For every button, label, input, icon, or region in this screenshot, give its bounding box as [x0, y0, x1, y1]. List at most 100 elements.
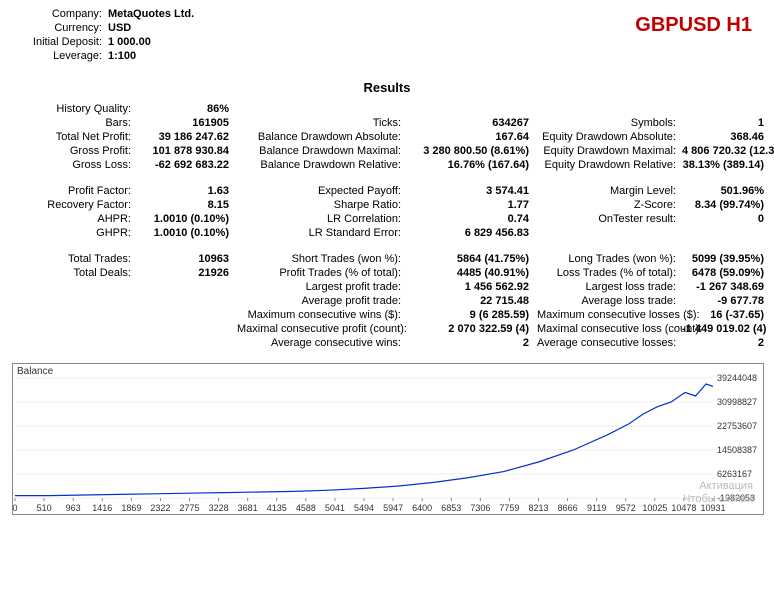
svg-text:3681: 3681 — [238, 503, 258, 513]
currency-label: Currency: — [12, 22, 102, 34]
bdm-v: 3 280 800.50 (8.61%) — [407, 145, 537, 157]
watermark: Активация Чтобы активи — [683, 480, 753, 506]
td-v: 21926 — [137, 267, 237, 279]
gl-l: Gross Loss: — [12, 159, 137, 171]
st-l: Short Trades (won %): — [237, 253, 407, 265]
leverage-label: Leverage: — [12, 50, 102, 62]
svg-text:7759: 7759 — [499, 503, 519, 513]
rf-v: 8.15 — [137, 199, 237, 211]
header-block: Company: MetaQuotes Ltd. Currency: USD I… — [12, 8, 194, 62]
losst-l: Loss Trades (% of total): — [537, 267, 682, 279]
symbols-l: Symbols: — [537, 117, 682, 129]
svg-text:5494: 5494 — [354, 503, 374, 513]
sr-l: Sharpe Ratio: — [237, 199, 407, 211]
lrse-v: 6 829 456.83 — [407, 227, 537, 239]
ot-l: OnTester result: — [537, 213, 682, 225]
currency-value: USD — [108, 22, 194, 34]
svg-text:8666: 8666 — [558, 503, 578, 513]
tt-v: 10963 — [137, 253, 237, 265]
svg-text:5947: 5947 — [383, 503, 403, 513]
svg-text:2775: 2775 — [179, 503, 199, 513]
svg-text:5041: 5041 — [325, 503, 345, 513]
st-v: 5864 (41.75%) — [407, 253, 537, 265]
apt-l: Average profit trade: — [237, 295, 407, 307]
eda-l: Equity Drawdown Absolute: — [537, 131, 682, 143]
rf-l: Recovery Factor: — [12, 199, 137, 211]
leverage-value: 1:100 — [108, 50, 194, 62]
eda-v: 368.46 — [682, 131, 772, 143]
alt-l: Average loss trade: — [537, 295, 682, 307]
bda-l: Balance Drawdown Absolute: — [237, 131, 407, 143]
mcp-l: Maximal consecutive profit (count): — [237, 323, 407, 335]
symbol-title: GBPUSD H1 — [635, 8, 762, 37]
svg-text:10025: 10025 — [642, 503, 667, 513]
svg-text:2322: 2322 — [150, 503, 170, 513]
chart-svg: 392440483099882722753607145083876263167-… — [13, 364, 763, 514]
svg-text:4135: 4135 — [267, 503, 287, 513]
hq-v: 86% — [137, 103, 237, 115]
mcls-v: -1 449 019.02 (4) — [682, 323, 772, 335]
llt-l: Largest loss trade: — [537, 281, 682, 293]
lrse-l: LR Standard Error: — [237, 227, 407, 239]
llt-v: -1 267 348.69 — [682, 281, 772, 293]
alt-v: -9 677.78 — [682, 295, 772, 307]
company-label: Company: — [12, 8, 102, 20]
svg-text:9572: 9572 — [616, 503, 636, 513]
deposit-label: Initial Deposit: — [12, 36, 102, 48]
svg-text:510: 510 — [37, 503, 52, 513]
svg-text:1416: 1416 — [92, 503, 112, 513]
losst-v: 6478 (59.09%) — [682, 267, 772, 279]
edr-l: Equity Drawdown Relative: — [537, 159, 682, 171]
sr-v: 1.77 — [407, 199, 537, 211]
mcw-l: Maximum consecutive wins ($): — [237, 309, 407, 321]
mcw-v: 9 (6 285.59) — [407, 309, 537, 321]
tt-l: Total Trades: — [12, 253, 137, 265]
lpt-v: 1 456 562.92 — [407, 281, 537, 293]
svg-text:6400: 6400 — [412, 503, 432, 513]
results-grid: History Quality:86% Bars:161905Ticks:634… — [12, 103, 762, 349]
acw-v: 2 — [407, 337, 537, 349]
gp-v: 101 878 930.84 — [137, 145, 237, 157]
svg-text:1869: 1869 — [121, 503, 141, 513]
ticks-l: Ticks: — [237, 117, 407, 129]
td-l: Total Deals: — [12, 267, 137, 279]
bdm-l: Balance Drawdown Maximal: — [237, 145, 407, 157]
ahpr-l: AHPR: — [12, 213, 137, 225]
pf-v: 1.63 — [137, 185, 237, 197]
mcl-l: Maximum consecutive losses ($): — [537, 309, 682, 321]
ticks-v: 634267 — [407, 117, 537, 129]
edr-v: 38.13% (389.14) — [682, 159, 772, 171]
lpt-l: Largest profit trade: — [237, 281, 407, 293]
svg-text:3228: 3228 — [209, 503, 229, 513]
bars-v: 161905 — [137, 117, 237, 129]
ep-v: 3 574.41 — [407, 185, 537, 197]
edm-l: Equity Drawdown Maximal: — [537, 145, 682, 157]
pf-l: Profit Factor: — [12, 185, 137, 197]
bars-l: Bars: — [12, 117, 137, 129]
results-title: Results — [12, 80, 762, 95]
gp-l: Gross Profit: — [12, 145, 137, 157]
mcp-v: 2 070 322.59 (4) — [407, 323, 537, 335]
svg-text:39244048: 39244048 — [717, 373, 757, 383]
balance-chart: Balance 39244048309988272275360714508387… — [12, 363, 764, 515]
ep-l: Expected Payoff: — [237, 185, 407, 197]
svg-text:22753607: 22753607 — [717, 421, 757, 431]
symbols-v: 1 — [682, 117, 772, 129]
bdr-l: Balance Drawdown Relative: — [237, 159, 407, 171]
svg-text:0: 0 — [13, 503, 18, 513]
acw-l: Average consecutive wins: — [237, 337, 407, 349]
gl-v: -62 692 683.22 — [137, 159, 237, 171]
watermark-2: Чтобы активи — [683, 493, 753, 506]
svg-text:30998827: 30998827 — [717, 397, 757, 407]
lt-v: 5099 (39.95%) — [682, 253, 772, 265]
svg-text:14508387: 14508387 — [717, 445, 757, 455]
svg-text:6853: 6853 — [441, 503, 461, 513]
ghpr-l: GHPR: — [12, 227, 137, 239]
svg-text:7306: 7306 — [470, 503, 490, 513]
apt-v: 22 715.48 — [407, 295, 537, 307]
bdr-v: 16.76% (167.64) — [407, 159, 537, 171]
mcl-v: 16 (-37.65) — [682, 309, 772, 321]
zs-l: Z-Score: — [537, 199, 682, 211]
svg-text:8213: 8213 — [528, 503, 548, 513]
hq-l: History Quality: — [12, 103, 137, 115]
